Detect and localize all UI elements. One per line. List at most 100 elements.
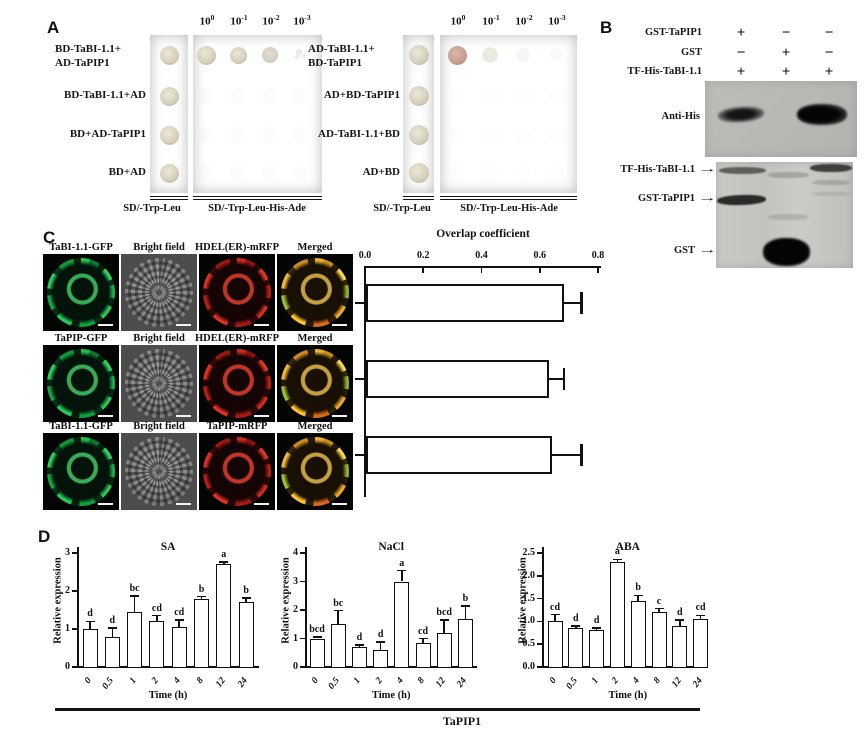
lane-sign: + [824, 64, 834, 80]
error-bar-line [575, 625, 577, 629]
significance-letter: cd [151, 602, 162, 614]
chart-x-tick-label: 0 [83, 675, 94, 686]
lane-sign: − [781, 25, 791, 41]
chart-tick-label: 0.5 [522, 638, 536, 650]
error-bar-cap [197, 595, 206, 598]
blot-antibody-label: Anti-His [661, 111, 700, 122]
yeast-colony [159, 86, 179, 106]
error-bar-line [422, 638, 424, 643]
media-label: SD/-Trp-Leu [373, 203, 431, 214]
chart-title: Overlap coefficient [436, 228, 530, 240]
gel-band [812, 192, 850, 196]
confocal-image-label: Merged [297, 242, 333, 253]
yeast-colony [516, 48, 530, 62]
error-bar-line [464, 605, 467, 619]
gel-band-label: GST [673, 244, 695, 256]
error-bar-cap [241, 597, 251, 599]
panel-a-left-row-label: BD+AD [108, 166, 146, 178]
chart-tick-label: 0.0 [522, 661, 536, 672]
error-bar-line [133, 595, 136, 612]
bar [457, 618, 473, 668]
gene-group-rule [55, 708, 700, 711]
gel-band-label: TF-His-TaBI-1.1 [620, 163, 695, 175]
confocal-image-label: Merged [297, 421, 333, 432]
significance-letter: cd [550, 601, 560, 613]
chart-tick [72, 666, 77, 668]
chart-tick [537, 620, 542, 623]
chart-x-tick-label: 24 [455, 675, 470, 690]
chart-tick-label: 3 [293, 575, 298, 587]
chart-tick [537, 552, 542, 554]
confocal-image-label: TaBI-1.1-GFP [49, 242, 113, 253]
gel-band [719, 167, 766, 174]
confocal-image-label: HDEL(ER)-mRFP [195, 333, 279, 344]
significance-letter: d [573, 612, 579, 624]
error-bar-cap [312, 636, 322, 638]
condition-row-label: GST [680, 47, 702, 58]
yeast-colony [515, 165, 531, 181]
chart-tick-label: 1 [293, 632, 298, 644]
yeast-colony [548, 88, 564, 104]
yeast-colony [409, 163, 429, 183]
chart-x-tick-label: 24 [690, 675, 705, 690]
error-bar-cap [418, 637, 428, 640]
chart-tick [597, 266, 599, 273]
lane-sign: + [736, 64, 746, 80]
confocal-image-bf [121, 345, 197, 422]
gel-band [812, 180, 850, 185]
gel-band [768, 214, 808, 220]
bar [309, 638, 325, 668]
significance-letter: d [87, 608, 93, 620]
yeast-colony [449, 127, 465, 143]
chart-tick-label: 2.0 [522, 569, 536, 581]
protoplast-cell [203, 437, 271, 506]
yeast-colony [159, 125, 179, 145]
chart-tick-label: 2 [65, 585, 70, 596]
gel-band-label-row: GST-TaPIP1 → [560, 192, 717, 204]
bar [651, 612, 667, 668]
confocal-image-mg [277, 433, 353, 510]
significance-letter: a [399, 557, 405, 569]
error-bar-cap [654, 607, 664, 610]
blot-band [797, 104, 847, 125]
error-bar-cap [397, 569, 407, 572]
error-bar-line [554, 614, 556, 622]
error-bar-line [658, 608, 660, 613]
lane-sign: + [781, 45, 791, 61]
yeast-colony [449, 165, 465, 181]
error-bar-line [245, 597, 247, 603]
protoplast-cell [47, 349, 115, 418]
yeast-colony [482, 47, 498, 63]
category-tick [355, 302, 364, 304]
scale-bar [98, 503, 113, 505]
protoplast-cell [281, 349, 349, 418]
bar [672, 625, 688, 668]
error-bar-line [637, 595, 639, 601]
significance-letter: d [109, 615, 116, 627]
scale-bar [176, 503, 191, 505]
chart-tick-label: 0.4 [475, 250, 488, 261]
confocal-image-rfp [199, 433, 275, 510]
yeast-colony [262, 165, 278, 181]
category-tick [355, 454, 364, 456]
yeast-colony [409, 125, 429, 145]
yeast-colony [198, 88, 214, 104]
bar [366, 360, 550, 398]
chart-x-tick-label: 0 [548, 675, 559, 686]
yeast-colony [548, 165, 564, 181]
confocal-image-mg [277, 345, 353, 422]
chart-tick-label: 4 [293, 547, 298, 558]
error-bar-cap [376, 641, 386, 643]
error-bar-line [200, 596, 203, 599]
chart-tick [300, 609, 305, 611]
significance-letter: a [614, 546, 620, 558]
confocal-image-label: HDEL(ER)-mRFP [195, 242, 279, 253]
panel-a-right-row-label: AD-TaBI-1.1+ BD-TaPIP1 [308, 43, 375, 69]
dilution-label: 100 [450, 13, 466, 28]
error-bar-line [595, 627, 598, 630]
confocal-image-gfp [43, 345, 119, 422]
bar [693, 619, 709, 668]
dilution-label: 10-1 [482, 13, 500, 28]
chart-x-label: Time (h) [148, 690, 188, 701]
significance-letter: b [243, 584, 249, 596]
